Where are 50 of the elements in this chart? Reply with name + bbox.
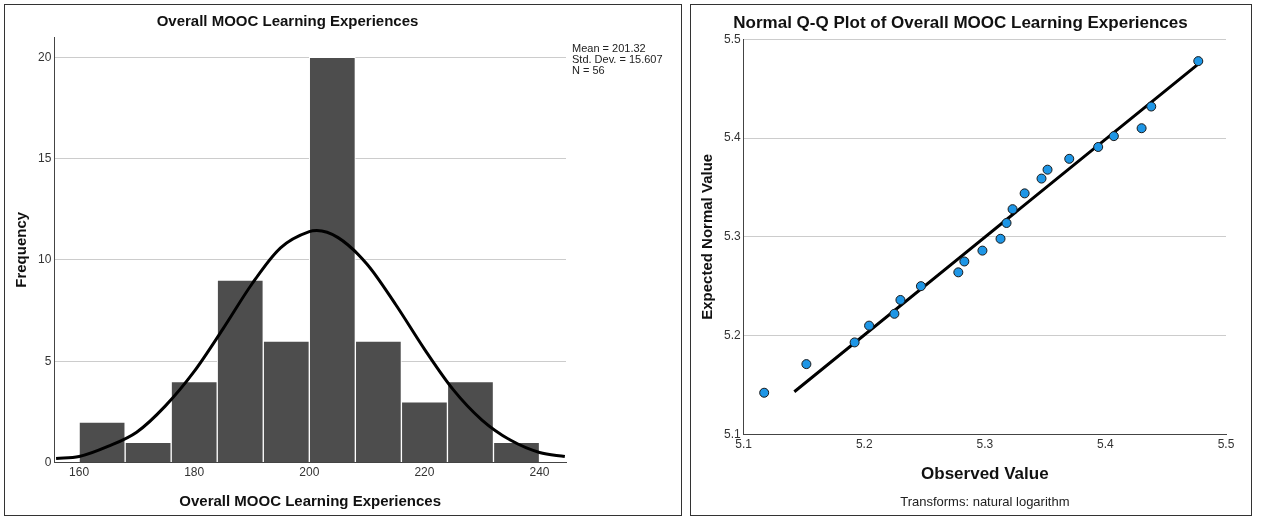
y-axis-title: Frequency: [12, 211, 30, 288]
point: [1064, 153, 1075, 164]
point: [1001, 217, 1012, 228]
point: [1193, 56, 1204, 67]
x-tick-label: 240: [529, 465, 550, 480]
point: [953, 267, 964, 278]
y-tick-label: 5.5: [723, 31, 741, 46]
point: [895, 294, 906, 305]
text: Std. Dev. = 15.607: [572, 52, 663, 65]
y-tick-label: 5.4: [723, 130, 741, 145]
point: [1007, 204, 1018, 215]
text: N = 56: [572, 63, 605, 76]
x-axis-title: Observed Value: [921, 464, 1049, 484]
x-tick-label: 5.5: [1217, 436, 1235, 451]
text: Transforms: natural logarithm: [900, 494, 1070, 510]
point: [1136, 123, 1147, 134]
y-axis-title: Expected Normal Value: [698, 153, 716, 320]
x-tick-label: 5.2: [855, 436, 873, 451]
y-tick-label: 15: [37, 150, 52, 165]
point: [1146, 101, 1157, 112]
point: [915, 281, 926, 292]
x-tick-label: 160: [69, 465, 90, 480]
y-tick-label: 5.2: [723, 327, 741, 342]
point: [1042, 164, 1053, 175]
x-axis-title: Overall MOOC Learning Experiences: [179, 492, 442, 510]
point: [1019, 188, 1030, 199]
point: [1108, 131, 1119, 142]
point: [864, 320, 875, 331]
text: Mean = 201.32: [572, 41, 646, 54]
chart-title: Overall MOOC Learning Experiences: [156, 12, 419, 30]
x-tick-label: 5.4: [1097, 436, 1115, 451]
chart-title: Normal Q-Q Plot of Overall MOOC Learning Experiences: [733, 12, 1188, 32]
y-tick-label: 0: [44, 454, 52, 469]
point: [849, 337, 860, 348]
y-tick-label: 10: [37, 252, 52, 267]
point: [801, 359, 812, 370]
y-tick-label: 5: [44, 353, 52, 368]
point: [959, 256, 970, 267]
y-tick-label: 20: [37, 49, 52, 64]
point: [977, 245, 988, 256]
point: [995, 233, 1006, 244]
x-tick-label: 220: [414, 465, 435, 480]
x-tick-label: 200: [299, 465, 320, 480]
x-tick-label: 180: [184, 465, 205, 480]
y-tick-label: 5.3: [723, 229, 741, 244]
point: [759, 387, 770, 398]
point: [1093, 141, 1104, 152]
x-tick-label: 5.3: [976, 436, 994, 451]
point: [1036, 173, 1047, 184]
point: [889, 308, 900, 319]
